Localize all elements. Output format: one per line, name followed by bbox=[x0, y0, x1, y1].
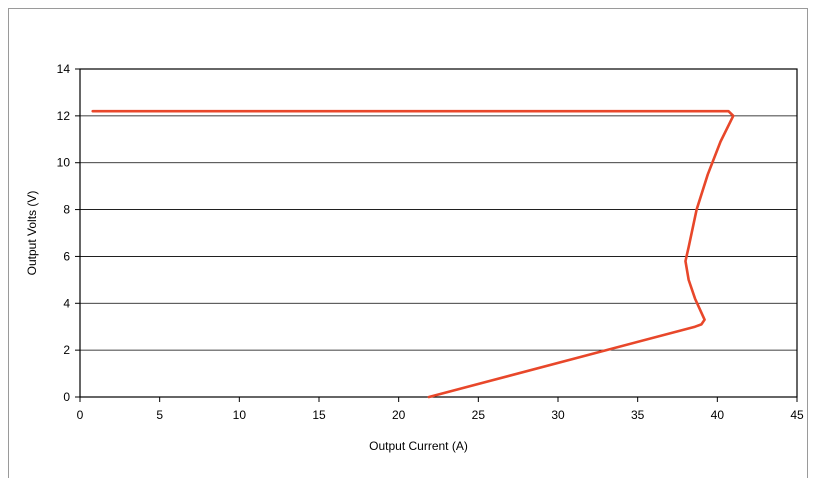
x-axis-title: Output Current (A) bbox=[369, 439, 468, 453]
x-tick-label: 15 bbox=[312, 408, 326, 422]
plot-area-border bbox=[79, 68, 798, 398]
y-tick-label: 14 bbox=[57, 62, 71, 76]
y-tick-label: 2 bbox=[63, 343, 70, 357]
x-tick-label: 10 bbox=[233, 408, 247, 422]
series-line-0 bbox=[91, 109, 735, 399]
x-tick-label: 25 bbox=[472, 408, 486, 422]
y-tick-label: 4 bbox=[63, 296, 70, 310]
y-tick-label: 0 bbox=[63, 390, 70, 404]
y-tick-label: 6 bbox=[63, 249, 70, 263]
x-tick-label: 35 bbox=[631, 408, 645, 422]
x-tick-label: 40 bbox=[711, 408, 725, 422]
y-tick-label: 10 bbox=[57, 156, 71, 170]
x-tick-label: 30 bbox=[551, 408, 565, 422]
x-tick-label: 45 bbox=[790, 408, 804, 422]
x-tick-label: 0 bbox=[77, 408, 84, 422]
y-tick-label: 8 bbox=[63, 203, 70, 217]
chart-frame bbox=[8, 8, 808, 478]
x-tick-label: 20 bbox=[392, 408, 406, 422]
tick-labels: 0 2 4 6 8 10 12 14 0 5 10 15 20 25 30 35 40 45 bbox=[57, 62, 804, 422]
grid-lines bbox=[80, 115, 797, 351]
y-tick-label: 12 bbox=[57, 109, 71, 123]
y-axis-title: Output Volts (V) bbox=[25, 191, 39, 276]
x-tick-label: 5 bbox=[156, 408, 163, 422]
series-layer bbox=[91, 109, 735, 399]
